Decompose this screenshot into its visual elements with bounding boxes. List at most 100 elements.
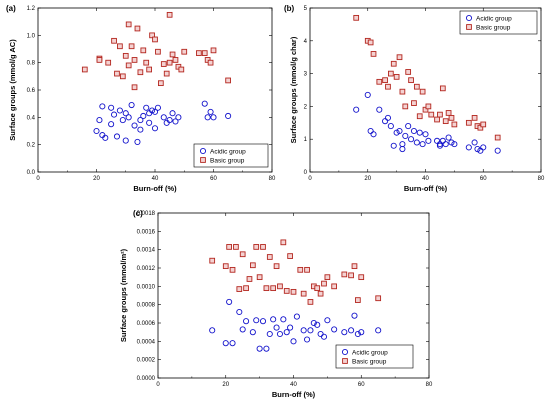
data-point-acidic xyxy=(375,327,382,334)
y-tick-label: 0.0010 xyxy=(137,284,156,290)
data-point-acidic xyxy=(402,132,409,139)
data-point-basic xyxy=(399,88,406,95)
y-tick-label: 0.2 xyxy=(27,143,36,149)
data-point-acidic xyxy=(146,119,153,126)
y-tick-label: 1 xyxy=(304,137,308,143)
data-point-basic xyxy=(253,244,260,250)
data-point-acidic xyxy=(331,326,338,333)
series-acidic xyxy=(209,298,382,352)
data-point-basic xyxy=(317,290,324,297)
data-point-acidic xyxy=(263,345,270,352)
y-tick-label: 0.6 xyxy=(27,88,36,94)
data-point-acidic xyxy=(422,131,429,138)
y-tick-label: 0.0006 xyxy=(137,321,156,327)
data-point-acidic xyxy=(390,142,397,149)
data-point-basic xyxy=(448,115,455,121)
x-tick-label: 80 xyxy=(426,382,433,388)
data-point-basic xyxy=(439,85,446,92)
data-point-basic xyxy=(246,276,253,282)
data-point-acidic xyxy=(108,104,115,111)
data-point-basic xyxy=(348,272,354,279)
data-point-basic xyxy=(471,115,478,121)
data-point-basic xyxy=(166,59,173,66)
data-point-acidic xyxy=(367,127,374,135)
data-point-acidic xyxy=(222,340,229,347)
data-point-acidic xyxy=(249,329,256,336)
data-point-acidic xyxy=(351,312,358,319)
data-point-acidic xyxy=(439,137,446,144)
x-tick-label: 40 xyxy=(290,382,297,388)
y-tick-label: 1.2 xyxy=(27,6,36,12)
y-tick-label: 0.0002 xyxy=(137,358,156,364)
data-point-acidic xyxy=(210,114,217,121)
data-point-acidic xyxy=(416,129,423,136)
data-point-acidic xyxy=(93,127,100,135)
data-point-basic xyxy=(256,274,263,281)
data-point-acidic xyxy=(270,316,277,323)
data-point-acidic xyxy=(125,114,132,121)
data-point-acidic xyxy=(433,137,441,144)
data-point-acidic xyxy=(287,324,294,331)
data-point-basic xyxy=(273,263,280,270)
data-point-basic xyxy=(119,73,126,80)
data-point-basic xyxy=(314,285,321,292)
data-point-basic xyxy=(355,297,361,303)
chart-panel-a: (a) 0 20 40 60 80 0.0 0.2 0.4 0.6 0.8 1.0 1.2 Burn-of… xyxy=(6,4,276,193)
x-tick-label: 20 xyxy=(222,382,229,388)
y-tick-label: 0.8 xyxy=(27,61,36,67)
data-point-basic xyxy=(353,14,360,21)
x-tick-label: 40 xyxy=(152,176,159,182)
data-point-acidic xyxy=(119,117,126,124)
data-point-acidic xyxy=(116,107,123,114)
data-point-acidic xyxy=(382,118,389,125)
x-tick-label: 40 xyxy=(422,176,429,182)
data-point-basic xyxy=(105,59,112,66)
data-point-basic xyxy=(393,74,400,80)
y-tick-label: 0.0018 xyxy=(137,211,156,217)
data-point-basic xyxy=(405,69,412,75)
panel-label: (c) xyxy=(133,209,143,218)
data-point-basic xyxy=(169,51,176,58)
x-tick-label: 20 xyxy=(93,176,100,182)
x-axis-title: Burn-off (%) xyxy=(404,184,448,193)
data-point-basic xyxy=(196,50,202,56)
x-tick-label: 60 xyxy=(210,176,217,182)
data-point-basic xyxy=(287,253,293,259)
x-axis-title: Burn-off (%) xyxy=(272,390,316,399)
data-point-acidic xyxy=(280,316,287,323)
data-point-acidic xyxy=(236,308,243,316)
data-point-basic xyxy=(131,57,138,63)
data-point-basic xyxy=(260,244,266,250)
data-point-acidic xyxy=(445,134,452,141)
data-point-acidic xyxy=(442,141,449,148)
data-point-basic xyxy=(146,66,153,73)
y-tick-label: 4 xyxy=(304,39,308,45)
data-point-acidic xyxy=(300,327,307,334)
data-point-basic xyxy=(125,62,132,69)
data-point-basic xyxy=(263,285,270,292)
data-point-basic xyxy=(425,103,432,110)
y-tick-label: 0.0016 xyxy=(137,229,156,235)
legend: Acidic group Basic group xyxy=(193,143,269,168)
x-tick-label: 0 xyxy=(156,382,160,388)
data-point-acidic xyxy=(201,100,208,107)
data-point-acidic xyxy=(137,126,144,133)
y-axis-title: Surface groups (mmol/g AC) xyxy=(8,39,17,141)
data-point-basic xyxy=(207,59,214,66)
legend: Acidic group Basic group xyxy=(459,10,538,35)
data-point-acidic xyxy=(276,330,284,338)
y-tick-label: 2 xyxy=(304,104,308,110)
data-point-basic xyxy=(152,36,158,43)
data-point-basic xyxy=(411,100,417,106)
data-point-acidic xyxy=(143,104,150,111)
data-point-acidic xyxy=(134,138,141,145)
chart-panel-c: (c) 0 20 40 60 80 0.0000 0.0002 0.0004 0.0006 0.00… xyxy=(119,209,433,399)
data-point-basic xyxy=(367,39,374,46)
x-tick-label: 0 xyxy=(308,176,312,182)
data-point-basic xyxy=(149,32,155,39)
data-point-acidic xyxy=(243,318,250,325)
data-point-basic xyxy=(157,80,164,87)
data-point-acidic xyxy=(151,125,159,132)
y-axis-title: Surface groups (mmol/g char) xyxy=(289,36,298,143)
data-point-acidic xyxy=(256,345,263,352)
